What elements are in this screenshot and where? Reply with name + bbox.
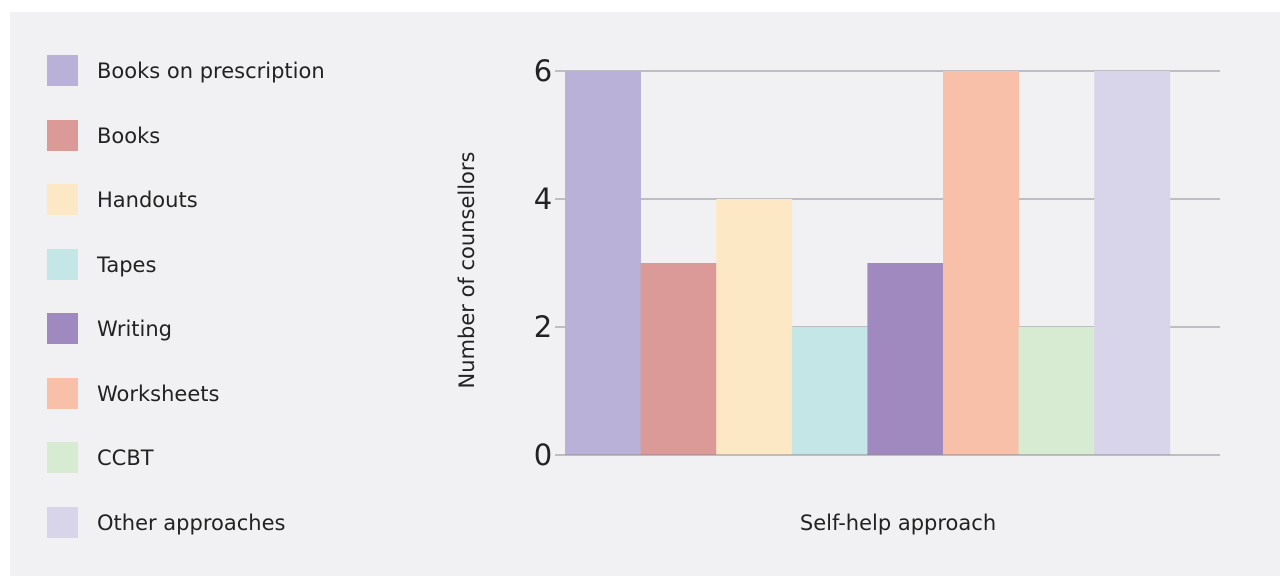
legend-item: Tapes [47, 248, 387, 283]
bar [867, 263, 944, 455]
legend-item: CCBT [47, 442, 387, 476]
legend-swatch [47, 55, 78, 86]
legend-swatch [47, 248, 78, 280]
bar [716, 199, 793, 455]
chart-legend: Books on prescription Books Handouts Tapes W… [10, 12, 390, 576]
y-tick-labels: 0 2 4 6 [534, 54, 552, 472]
bar [943, 71, 1019, 455]
y-tick-label: 2 [534, 310, 552, 344]
bar [1018, 327, 1095, 455]
legend-label: Tapes [97, 252, 157, 277]
legend-swatch [47, 442, 78, 473]
legend-swatch [47, 184, 78, 215]
y-tick-label: 0 [534, 438, 552, 472]
bar-chart: 0 2 4 6 Number of counsellors Self-help app… [455, 54, 1220, 535]
legend-item: Other approaches [47, 506, 387, 541]
legend-swatch [47, 313, 78, 344]
legend-label: Writing [97, 317, 172, 341]
legend-label: Books on prescription [97, 59, 325, 83]
legend-item: Worksheets [47, 377, 387, 412]
legend-label: Books [97, 123, 161, 148]
legend-item: Books on prescription [47, 55, 387, 89]
bar [791, 327, 868, 455]
legend-item: Books [47, 119, 387, 154]
bar [640, 263, 717, 455]
y-tick-label: 4 [534, 182, 552, 216]
bar [565, 71, 641, 455]
legend-item: Handouts [47, 184, 387, 218]
x-axis-label: Self-help approach [800, 511, 996, 535]
legend-label: CCBT [97, 446, 154, 470]
legend-swatch [47, 506, 78, 538]
legend-swatch [47, 119, 78, 151]
legend-label: Worksheets [97, 381, 220, 406]
bar [1094, 71, 1171, 455]
legend-label: Other approaches [97, 510, 286, 535]
y-tick-label: 6 [534, 54, 552, 88]
legend-label: Handouts [97, 188, 198, 212]
y-axis-label: Number of counsellors [455, 152, 479, 389]
bars [565, 71, 1171, 455]
legend-swatch [47, 377, 78, 409]
legend-item: Writing [47, 313, 387, 347]
chart-panel: Books on prescription Books Handouts Tapes W… [10, 12, 1280, 576]
